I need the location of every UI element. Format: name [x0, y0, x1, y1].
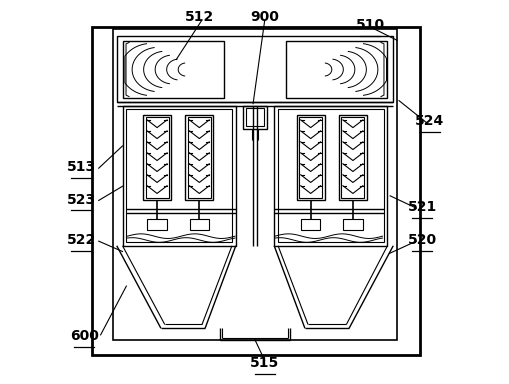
- Text: 524: 524: [414, 114, 443, 128]
- Bar: [122, 41, 224, 98]
- Bar: [300, 219, 320, 230]
- Bar: [112, 29, 397, 340]
- Text: 515: 515: [249, 356, 279, 370]
- Bar: [143, 115, 171, 200]
- Bar: [126, 109, 232, 242]
- Bar: [274, 106, 387, 246]
- Bar: [242, 106, 267, 129]
- Bar: [343, 219, 362, 230]
- Bar: [145, 117, 168, 198]
- Text: 512: 512: [184, 10, 214, 24]
- Text: 900: 900: [250, 10, 278, 24]
- Bar: [189, 219, 209, 230]
- Bar: [147, 219, 166, 230]
- Bar: [341, 117, 364, 198]
- Text: 521: 521: [407, 200, 436, 214]
- Bar: [338, 115, 366, 200]
- Bar: [117, 36, 392, 102]
- Text: 513: 513: [67, 160, 96, 174]
- Bar: [185, 115, 213, 200]
- Bar: [277, 109, 383, 242]
- Bar: [299, 117, 322, 198]
- Bar: [122, 106, 235, 246]
- Bar: [187, 117, 210, 198]
- Bar: [296, 115, 324, 200]
- Bar: [245, 108, 264, 126]
- Text: 522: 522: [67, 233, 96, 247]
- Text: 600: 600: [70, 329, 98, 343]
- Bar: [285, 41, 387, 98]
- Text: 520: 520: [407, 233, 436, 247]
- Bar: [92, 27, 419, 355]
- Text: 510: 510: [355, 18, 384, 32]
- Text: 523: 523: [67, 193, 96, 207]
